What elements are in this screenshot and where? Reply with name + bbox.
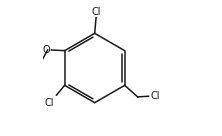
Text: Cl: Cl	[151, 91, 160, 101]
Text: Cl: Cl	[44, 98, 54, 108]
Text: Cl: Cl	[91, 7, 101, 17]
Text: O: O	[43, 45, 50, 55]
